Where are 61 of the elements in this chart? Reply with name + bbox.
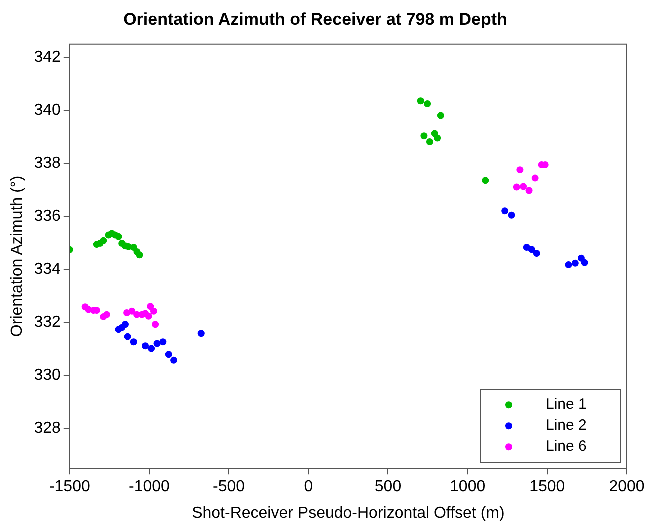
- x-tick-label: -500: [213, 478, 246, 496]
- point: [145, 312, 152, 320]
- point: [152, 321, 160, 328]
- point: [526, 187, 533, 194]
- point: [198, 330, 205, 338]
- point: [572, 260, 579, 267]
- point: [516, 166, 524, 174]
- point: [128, 308, 136, 315]
- point: [154, 340, 161, 348]
- point: [136, 252, 144, 259]
- x-tick-label: 1000: [450, 478, 486, 496]
- point: [520, 183, 528, 190]
- point: [434, 134, 442, 142]
- y-tick-label: 328: [34, 420, 61, 438]
- point: [142, 342, 150, 350]
- point: [420, 132, 428, 140]
- legend-label: Line 6: [546, 438, 587, 456]
- y-tick-label: 332: [34, 314, 61, 332]
- legend-label: Line 1: [546, 396, 587, 414]
- y-tick-label: 340: [34, 102, 61, 120]
- point: [130, 338, 138, 346]
- y-tick-label: 334: [34, 261, 61, 278]
- point: [148, 345, 156, 352]
- point: [424, 100, 432, 108]
- point: [100, 237, 108, 244]
- point: [508, 212, 516, 219]
- point: [581, 259, 588, 266]
- point: [417, 98, 424, 105]
- point: [482, 177, 490, 184]
- x-tick-label: -1000: [129, 478, 170, 496]
- point: [165, 351, 172, 358]
- point: [147, 303, 154, 310]
- point: [122, 321, 129, 328]
- y-axis-title: Orientation Azimuth (°): [9, 176, 26, 338]
- point: [426, 138, 434, 146]
- y-tick-label: 338: [34, 155, 61, 172]
- y-tick-label: 336: [34, 208, 61, 226]
- point: [160, 338, 167, 346]
- chart-title: Orientation Azimuth of Receiver at 798 m Depth: [124, 10, 508, 29]
- y-tick-label: 342: [34, 49, 61, 66]
- x-axis-title: Shot-Receiver Pseudo-Horizontal Offset (m): [192, 504, 505, 522]
- x-tick-label: -1500: [49, 478, 90, 496]
- point: [533, 250, 540, 258]
- point: [124, 333, 132, 340]
- point: [437, 112, 444, 120]
- point: [502, 208, 509, 215]
- point: [513, 184, 520, 191]
- x-tick-label: 500: [374, 478, 402, 496]
- point: [565, 261, 572, 268]
- point: [170, 356, 178, 364]
- point: [150, 308, 158, 315]
- x-tick-label: 1500: [530, 478, 566, 496]
- point: [578, 254, 585, 262]
- point: [532, 174, 539, 182]
- y-tick-label: 330: [34, 367, 61, 384]
- point: [528, 246, 536, 254]
- x-tick-label: 0: [304, 478, 314, 496]
- x-tick-label: 2000: [609, 478, 645, 496]
- legend-label: Line 2: [546, 417, 587, 434]
- point: [115, 233, 122, 240]
- point: [103, 311, 110, 318]
